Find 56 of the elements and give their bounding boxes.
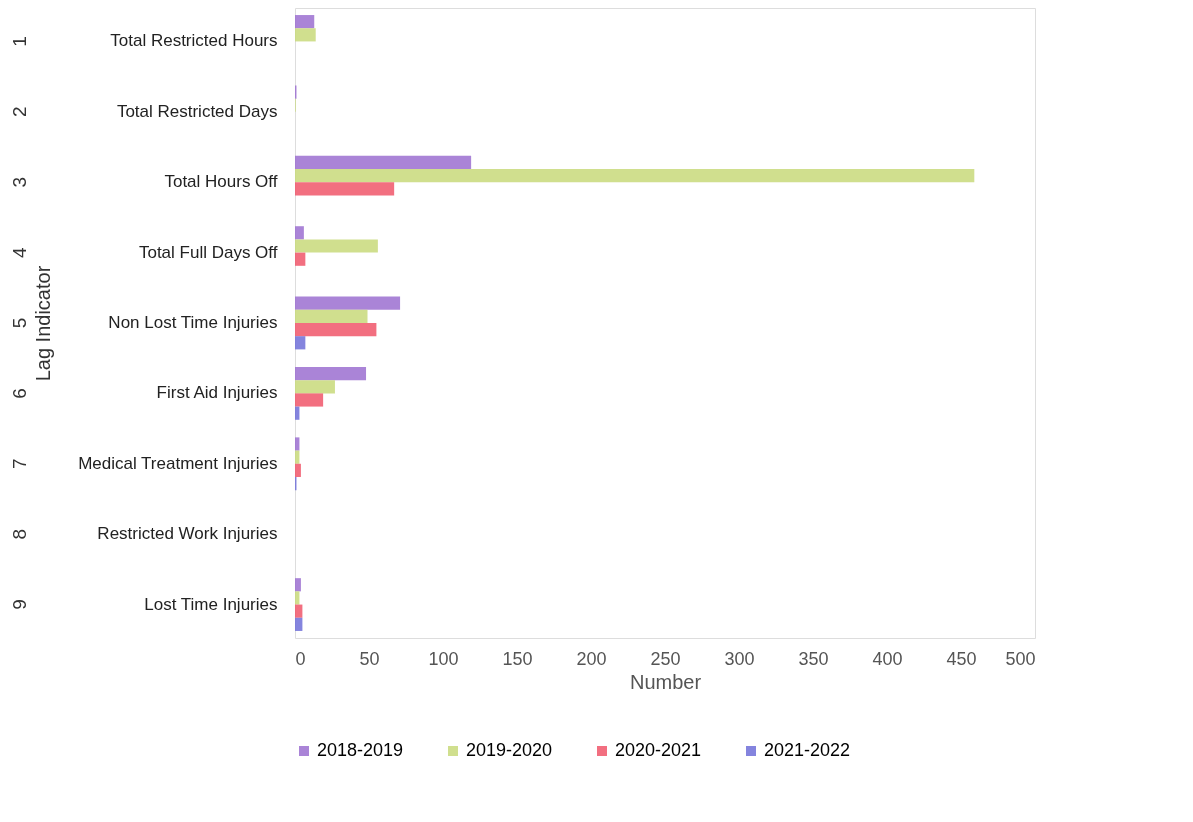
bar (295, 309, 368, 323)
bar (295, 239, 378, 253)
x-tick-label: 300 (724, 648, 755, 669)
x-tick-label: 250 (650, 648, 681, 669)
text: 1 (9, 36, 30, 47)
x-axis-title: Number (629, 670, 702, 693)
text: 6 (9, 388, 30, 399)
bar (295, 617, 303, 631)
x-tick-label: 500 (1005, 648, 1036, 669)
y-tick-label: First Aid Injuries (156, 383, 278, 403)
x-tick-label: 350 (798, 648, 829, 669)
bar (295, 604, 303, 618)
bar (295, 169, 975, 183)
x-tick-label: 200 (576, 648, 607, 669)
y-tick-label: Total Hours Off (164, 172, 278, 192)
x-tick-label: 0 (295, 648, 306, 669)
text: 2 (9, 106, 30, 118)
text: 4 (9, 246, 30, 258)
bar (295, 380, 335, 394)
text: 3 (9, 176, 30, 188)
y-axis-title: Lag Indicator (31, 265, 54, 382)
bar (295, 578, 301, 592)
y-tick-label: Total Restricted Days (116, 101, 278, 121)
legend-label: 2020-2021 (615, 740, 702, 760)
y-tick-label: Total Full Days Off (138, 242, 278, 262)
x-tick-label: 450 (946, 648, 977, 669)
text: 8 (9, 528, 30, 540)
x-tick-label: 100 (428, 648, 459, 669)
legend-label: 2018-2019 (317, 740, 404, 760)
text: 7 (9, 458, 30, 470)
bar (295, 393, 324, 407)
bar (295, 28, 316, 42)
x-tick-label: 50 (359, 648, 380, 669)
bar (295, 226, 304, 240)
y-tick-label: Non Lost Time Injuries (108, 313, 278, 332)
y-tick-label: Total Restricted Hours (110, 31, 278, 51)
bar (295, 155, 472, 170)
bar (295, 437, 300, 451)
text: 9 (9, 599, 30, 610)
legend-label: 2019-2020 (466, 740, 553, 760)
bar (295, 182, 395, 196)
legend-label: 2021-2022 (764, 740, 851, 760)
bar (295, 252, 306, 266)
x-tick-label: 400 (872, 648, 903, 669)
bar (295, 591, 300, 605)
bar (295, 296, 401, 310)
bar (295, 366, 367, 381)
y-tick-label: Lost Time Injuries (144, 594, 278, 614)
text: 5 (9, 317, 30, 329)
x-tick-label: 150 (502, 648, 533, 669)
bar (295, 323, 377, 337)
bar (295, 15, 315, 29)
bar (295, 336, 306, 350)
y-tick-label: Medical Treatment Injuries (78, 453, 278, 473)
y-tick-label: Restricted Work Injuries (97, 524, 278, 544)
bar (295, 463, 301, 477)
